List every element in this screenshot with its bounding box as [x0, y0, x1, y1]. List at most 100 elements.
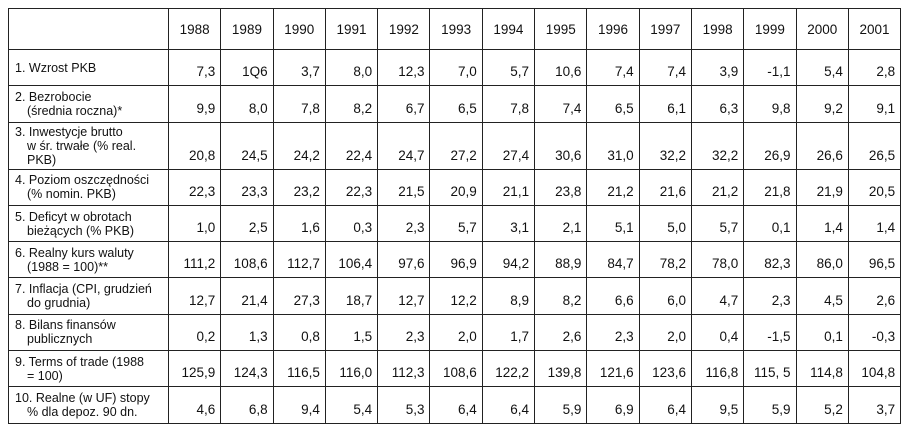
value-cell: 7,8 — [481, 85, 536, 123]
value-cell: 5,4 — [795, 48, 849, 87]
year-header: 2001 — [847, 8, 902, 50]
table-row: 7. Inflacja (CPI, grudzień do grudnia) 12,… — [8, 277, 902, 315]
row-label-line: 3. Inwestycje brutto — [15, 124, 123, 139]
value-cell: 82,3 — [743, 241, 797, 279]
value-cell: 116,8 — [690, 350, 745, 388]
row-label-line: 2. Bezrobocie — [15, 89, 92, 104]
value-cell: 2,1 — [534, 204, 588, 243]
value-cell: 112,3 — [377, 350, 431, 388]
value-cell: -1,1 — [743, 48, 797, 87]
value-cell: 94,2 — [481, 241, 536, 279]
value-cell: 7,0 — [429, 48, 483, 87]
value-cell: 78,2 — [638, 241, 692, 279]
row-label-line: (średnia roczna)* — [27, 103, 123, 118]
value-cell: 9,5 — [690, 386, 745, 424]
value-cell: 5,9 — [534, 386, 588, 424]
value-cell: 108,6 — [220, 241, 274, 279]
row-label: 7. Inflacja (CPI, grudzień do grudnia) — [8, 277, 169, 315]
value-cell: 1Q6 — [220, 48, 274, 87]
value-cell: 21,2 — [690, 168, 745, 206]
value-cell: 8,0 — [220, 85, 274, 123]
value-cell: 5,4 — [324, 386, 379, 424]
value-cell: 0,1 — [795, 313, 849, 352]
row-label: 10. Realne (w UF) stopy% dla depoz. 90 d… — [8, 386, 169, 424]
value-cell: 5,9 — [743, 386, 797, 424]
value-cell: 22,4 — [324, 121, 379, 170]
value-cell: 20,9 — [429, 168, 483, 206]
year-header: 1990 — [272, 8, 326, 50]
value-cell: 4,5 — [795, 277, 849, 315]
value-cell: 139,8 — [534, 350, 588, 388]
value-cell: 6,8 — [220, 386, 274, 424]
year-header: 1994 — [481, 8, 536, 50]
value-cell: 23,2 — [272, 168, 326, 206]
value-cell: 5,7 — [690, 204, 745, 243]
value-cell: 5,1 — [586, 204, 640, 243]
row-label: 3. Inwestycje brutto w śr. trwałe (% real… — [8, 121, 169, 170]
row-label-line: 6. Realny kurs waluty — [15, 245, 134, 260]
value-cell: 6,4 — [481, 386, 536, 424]
value-cell: 6,0 — [638, 277, 692, 315]
value-cell: 84,7 — [586, 241, 640, 279]
value-cell: 6,6 — [586, 277, 640, 315]
value-cell: 115, 5 — [743, 350, 797, 388]
value-cell: 31,0 — [586, 121, 640, 170]
table-row: 10. Realne (w UF) stopy% dla depoz. 90 d… — [8, 386, 902, 424]
value-cell: 21,4 — [220, 277, 274, 315]
value-cell: 2,8 — [847, 48, 902, 87]
corner-cell — [8, 8, 169, 50]
value-cell: 22,3 — [324, 168, 379, 206]
value-cell: 88,9 — [534, 241, 588, 279]
value-cell: 5,3 — [377, 386, 431, 424]
value-cell: -0,3 — [847, 313, 902, 352]
year-header: 1992 — [377, 8, 431, 50]
value-cell: 21,2 — [586, 168, 640, 206]
value-cell: 26,5 — [847, 121, 902, 170]
value-cell: 6,3 — [690, 85, 745, 123]
table-row: 5. Deficyt w obrotach bieżących (% PKB) 1,… — [8, 204, 902, 243]
value-cell: 27,3 — [272, 277, 326, 315]
value-cell: 2,3 — [743, 277, 797, 315]
value-cell: 3,7 — [272, 48, 326, 87]
year-header: 1993 — [429, 8, 483, 50]
year-header: 1991 — [324, 8, 379, 50]
value-cell: 24,2 — [272, 121, 326, 170]
value-cell: 22,3 — [167, 168, 222, 206]
value-cell: 8,2 — [324, 85, 379, 123]
value-cell: 0,3 — [324, 204, 379, 243]
value-cell: 1,4 — [795, 204, 849, 243]
value-cell: 23,8 — [534, 168, 588, 206]
row-label-line: = 100) — [27, 368, 63, 383]
table-row: 4. Poziom oszczędności (% nomin. PKB) 22,3… — [8, 168, 902, 206]
value-cell: 6,5 — [429, 85, 483, 123]
value-cell: 0,8 — [272, 313, 326, 352]
value-cell: 112,7 — [272, 241, 326, 279]
table-row: 1. Wzrost PKB 7,3 1Q6 3,7 8,0 12,3 7,0 5,7 10,6 7… — [8, 48, 902, 87]
row-label-line: 8. Bilans finansów — [15, 318, 116, 333]
value-cell: 30,6 — [534, 121, 588, 170]
value-cell: 108,6 — [429, 350, 483, 388]
row-label-line: 5. Deficyt w obrotach — [15, 209, 132, 224]
row-label: 1. Wzrost PKB — [8, 48, 169, 87]
value-cell: 7,4 — [638, 48, 692, 87]
value-cell: 6,1 — [638, 85, 692, 123]
value-cell: 3,9 — [690, 48, 745, 87]
value-cell: 32,2 — [638, 121, 692, 170]
value-cell: 2,3 — [377, 313, 431, 352]
value-cell: 27,2 — [429, 121, 483, 170]
row-label-line: 4. Poziom oszczędności — [15, 173, 150, 188]
value-cell: 1,5 — [324, 313, 379, 352]
value-cell: 12,3 — [377, 48, 431, 87]
value-cell: -1,5 — [743, 313, 797, 352]
row-label-line: 1. Wzrost PKB — [15, 60, 97, 75]
value-cell: 9,1 — [847, 85, 902, 123]
row-label-line: publicznych — [27, 332, 93, 347]
row-label-line: do grudnia) — [27, 296, 91, 311]
value-cell: 1,7 — [481, 313, 536, 352]
value-cell: 5,0 — [638, 204, 692, 243]
value-cell: 1,0 — [167, 204, 222, 243]
value-cell: 9,8 — [743, 85, 797, 123]
value-cell: 6,5 — [586, 85, 640, 123]
value-cell: 5,7 — [481, 48, 536, 87]
value-cell: 26,9 — [743, 121, 797, 170]
